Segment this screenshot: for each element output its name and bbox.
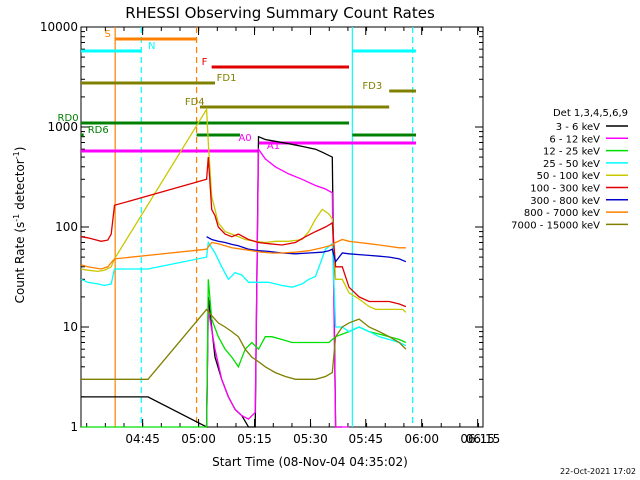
x-tick-label: 05:00: [181, 432, 216, 446]
flag-label: N: [148, 41, 155, 52]
y-label-sup1: -1: [12, 214, 21, 222]
y-tick-label: 1: [70, 420, 78, 434]
legend-label: 6 - 12 keV: [549, 134, 600, 145]
flag-label: A1: [267, 141, 280, 152]
flag-label: RD0: [58, 113, 79, 124]
flag-label: S: [104, 29, 110, 40]
legend-label: 25 - 50 keV: [543, 159, 600, 170]
y-label-end: ): [13, 147, 27, 152]
flag-label: F: [202, 57, 208, 68]
series-line: [80, 157, 407, 308]
series-line: [206, 236, 407, 264]
y-tick-label: 10000: [40, 20, 78, 34]
x-axis-label: Start Time (08-Nov-04 04:35:02): [212, 455, 408, 469]
legend-label: 800 - 7000 keV: [524, 208, 600, 219]
y-tick-label: 1000: [47, 120, 78, 134]
series-line: [80, 107, 407, 313]
series-line: [205, 147, 349, 428]
legend-label: 7000 - 15000 keV: [511, 220, 600, 231]
y-axis-label: Count Rate (s-1 detector-1): [12, 147, 27, 304]
chart-title: RHESSI Observing Summary Count Rates: [125, 4, 435, 22]
x-tick-label: 05:45: [348, 432, 383, 446]
legend-label: 100 - 300 keV: [530, 184, 600, 195]
flag-label: FD3: [362, 81, 382, 92]
legend-title: Det 1,3,4,5,6,9: [553, 108, 628, 119]
flag-label: A0: [238, 133, 251, 144]
legend-label: 12 - 25 keV: [543, 147, 600, 158]
x-tick-label: 05:30: [293, 432, 328, 446]
y-label-sup2: -1: [12, 151, 21, 159]
y-tick-label: 10: [63, 320, 78, 334]
y-label-mid: detector: [13, 159, 27, 214]
flag-label: FD4: [185, 97, 205, 108]
series-line: [80, 238, 406, 270]
footer-date: 22-Oct-2021 17:02: [560, 467, 636, 476]
legend-label: 50 - 100 keV: [537, 171, 601, 182]
x-tick-label-last: 06:15: [466, 432, 501, 446]
x-tick-label: 06:15: [460, 432, 495, 446]
instrument-vertical-lines: [114, 27, 414, 427]
x-tick-label: 06:00: [404, 432, 439, 446]
plot-area: 1 10 100 1000 10000 04:45 05:00 05:15 05:30 05:45…: [40, 20, 500, 446]
flag-label: RD6: [88, 125, 109, 136]
y-tick-label: 100: [55, 220, 78, 234]
series-line: [80, 240, 407, 347]
y-label-main: Count Rate (s: [13, 222, 27, 304]
flag-bars: S N F FD1 FD3 FD4 RD0 RD6 A0 A1: [58, 29, 416, 153]
series-line: [81, 279, 407, 428]
x-tick-label: 04:45: [125, 432, 160, 446]
flag-label: FD1: [217, 73, 237, 84]
axis-ticks: 1 10 100 1000 10000 04:45 05:00 05:15 05:30 05:45…: [40, 20, 500, 446]
series-line: [81, 308, 407, 380]
series-lines: [80, 107, 407, 429]
x-tick-label: 05:15: [237, 432, 272, 446]
series-line: [81, 135, 343, 429]
legend-label: 300 - 800 keV: [530, 196, 600, 207]
legend-label: 3 - 6 keV: [556, 122, 600, 133]
